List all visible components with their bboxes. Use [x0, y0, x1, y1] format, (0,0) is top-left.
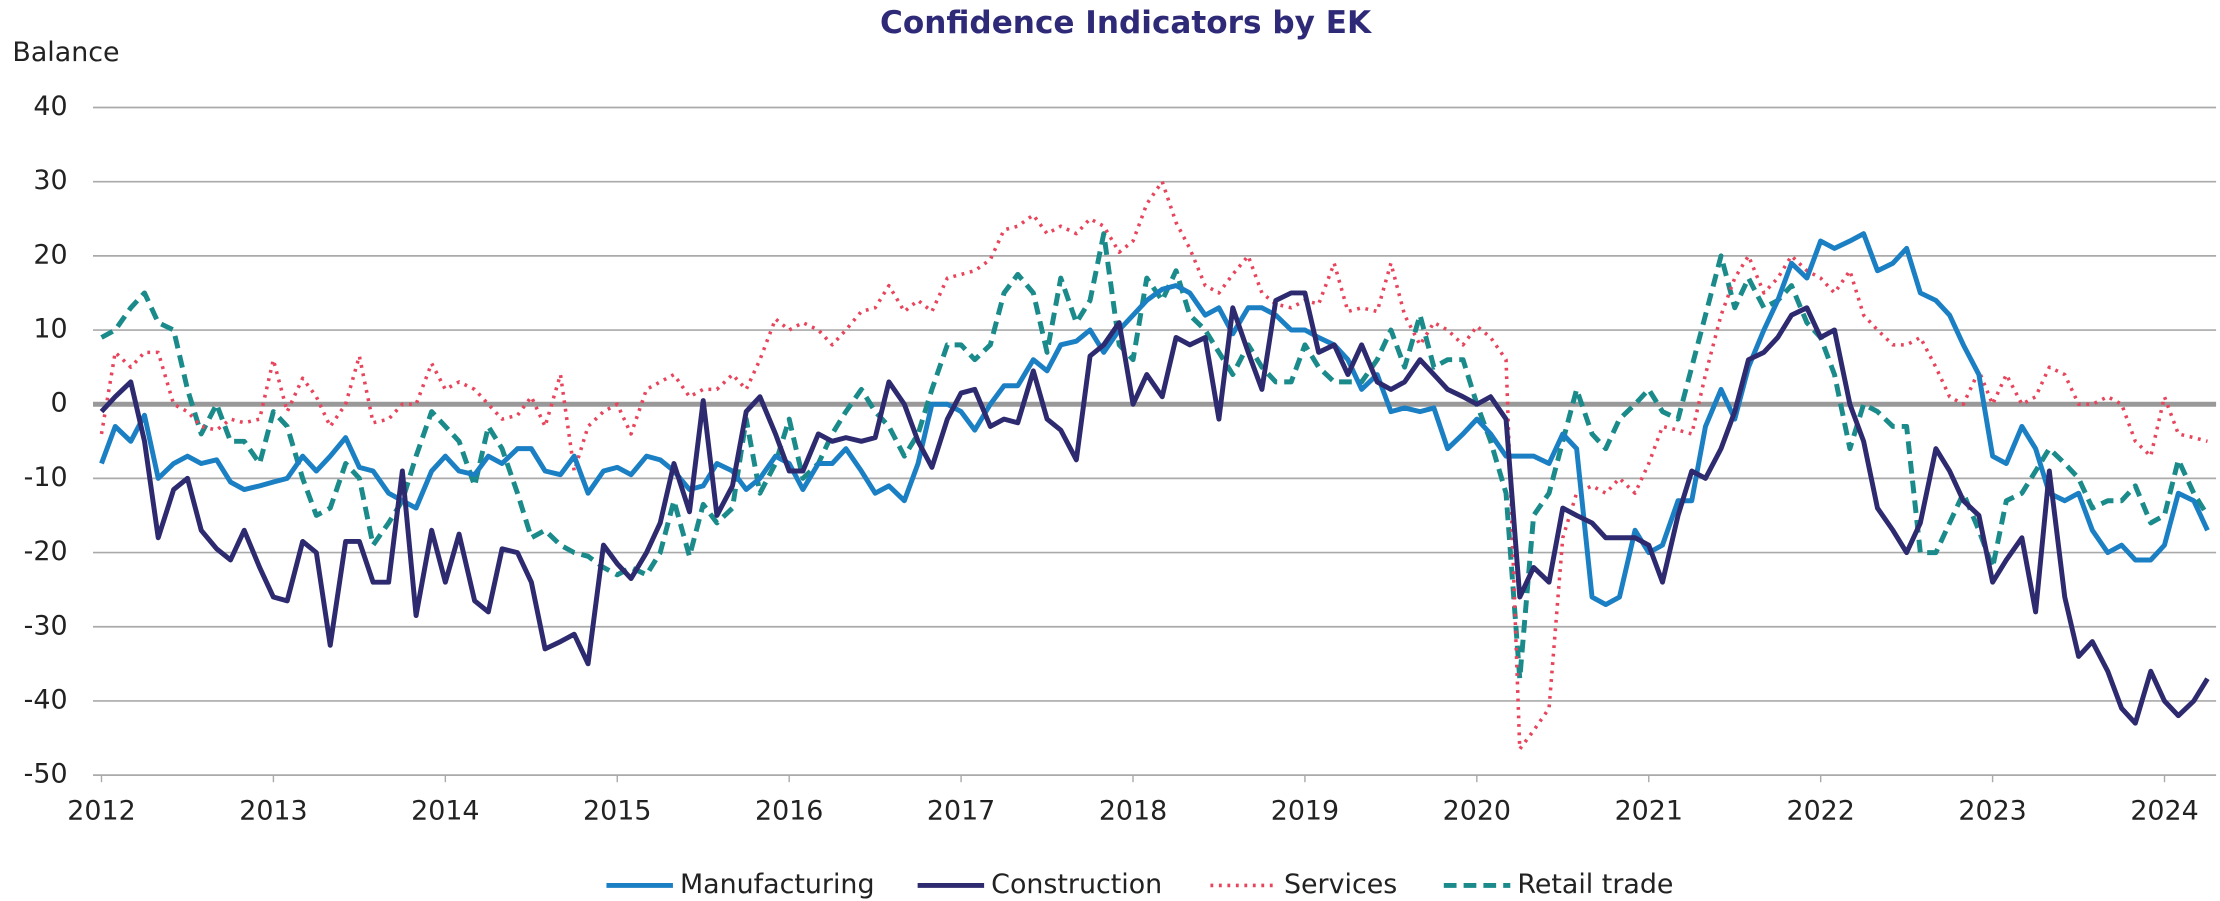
- y-tick-label: 40: [33, 91, 67, 122]
- x-tick-label: 2013: [239, 795, 307, 826]
- x-tick-label: 2014: [411, 795, 479, 826]
- x-tick-label: 2018: [1099, 795, 1167, 826]
- x-tick-label: 2022: [1787, 795, 1855, 826]
- y-tick-label: 30: [33, 165, 67, 196]
- x-tick-label: 2015: [583, 795, 651, 826]
- y-axis-label: Balance: [12, 37, 119, 68]
- series-line: [99, 179, 2208, 751]
- y-tick-label: -20: [24, 536, 68, 567]
- x-tick-label: 2017: [927, 795, 995, 826]
- y-tick-label: -40: [24, 684, 68, 715]
- y-tick-label: -50: [24, 759, 68, 790]
- y-tick-label: -30: [24, 610, 68, 641]
- y-tick-label: 20: [33, 239, 67, 270]
- y-tick-label: 10: [33, 314, 67, 345]
- series-line: [99, 231, 2210, 608]
- x-tick-label: 2024: [2130, 795, 2198, 826]
- legend-label: Services: [1284, 869, 1397, 900]
- chart-title: Confidence Indicators by EK: [880, 5, 1373, 41]
- x-tick-label: 2016: [755, 795, 823, 826]
- x-tick-label: 2012: [67, 795, 135, 826]
- series-line: [99, 290, 2210, 726]
- x-tick-label: 2023: [1958, 795, 2026, 826]
- x-tick-label: 2019: [1271, 795, 1339, 826]
- y-tick-label: -10: [24, 462, 68, 493]
- legend-label: Retail trade: [1517, 869, 1673, 900]
- legend-label: Construction: [991, 869, 1162, 900]
- x-tick-label: 2020: [1443, 795, 1511, 826]
- x-tick-label: 2021: [1615, 795, 1683, 826]
- y-tick-label: 0: [50, 388, 67, 419]
- legend-label: Manufacturing: [680, 869, 875, 900]
